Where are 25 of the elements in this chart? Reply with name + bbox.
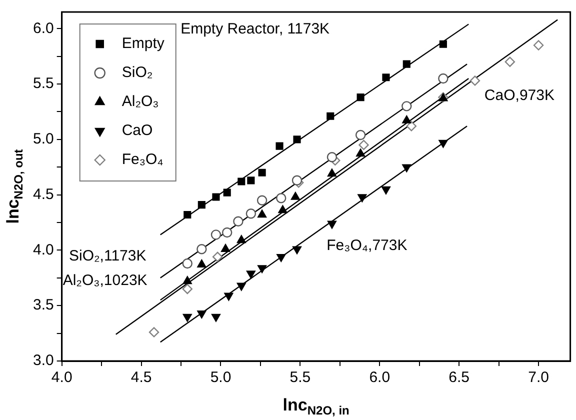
x-tick-label: 6.5 — [448, 369, 470, 386]
x-tick-label: 5.5 — [290, 369, 311, 386]
annotation: SiO₂,1173K — [68, 247, 146, 264]
annotation: Al₂O₃,1023K — [62, 272, 148, 289]
x-tick-label: 4.0 — [51, 369, 72, 386]
legend-label: Al₂O₃ — [122, 93, 159, 110]
y-tick-label: 4.5 — [32, 186, 54, 203]
y-tick-label: 3.5 — [32, 296, 54, 314]
annotation: Fe₃O₄,773K — [326, 236, 408, 254]
x-tick-label: 4.5 — [130, 369, 152, 386]
y-tick-label: 5.0 — [32, 130, 54, 148]
annotation: CaO,973K — [484, 86, 554, 104]
legend-label: Empty — [122, 35, 165, 52]
x-tick-label: 7.0 — [528, 369, 549, 386]
x-tick-label: 5.0 — [210, 369, 232, 386]
legend-label: CaO — [122, 122, 153, 140]
y-tick-label: 4.0 — [32, 241, 54, 258]
legend-label: Fe₃O₄ — [122, 151, 164, 168]
y-axis-title: lncN2O, out — [4, 149, 26, 224]
legend-label: SiO₂ — [122, 64, 153, 82]
y-tick-label: 3.0 — [32, 352, 54, 370]
y-tick-label: 6.0 — [32, 20, 54, 37]
x-tick-label: 6.0 — [369, 369, 390, 386]
y-tick-label: 5.5 — [32, 75, 54, 92]
annotation: Empty Reactor, 1173K — [180, 20, 330, 38]
